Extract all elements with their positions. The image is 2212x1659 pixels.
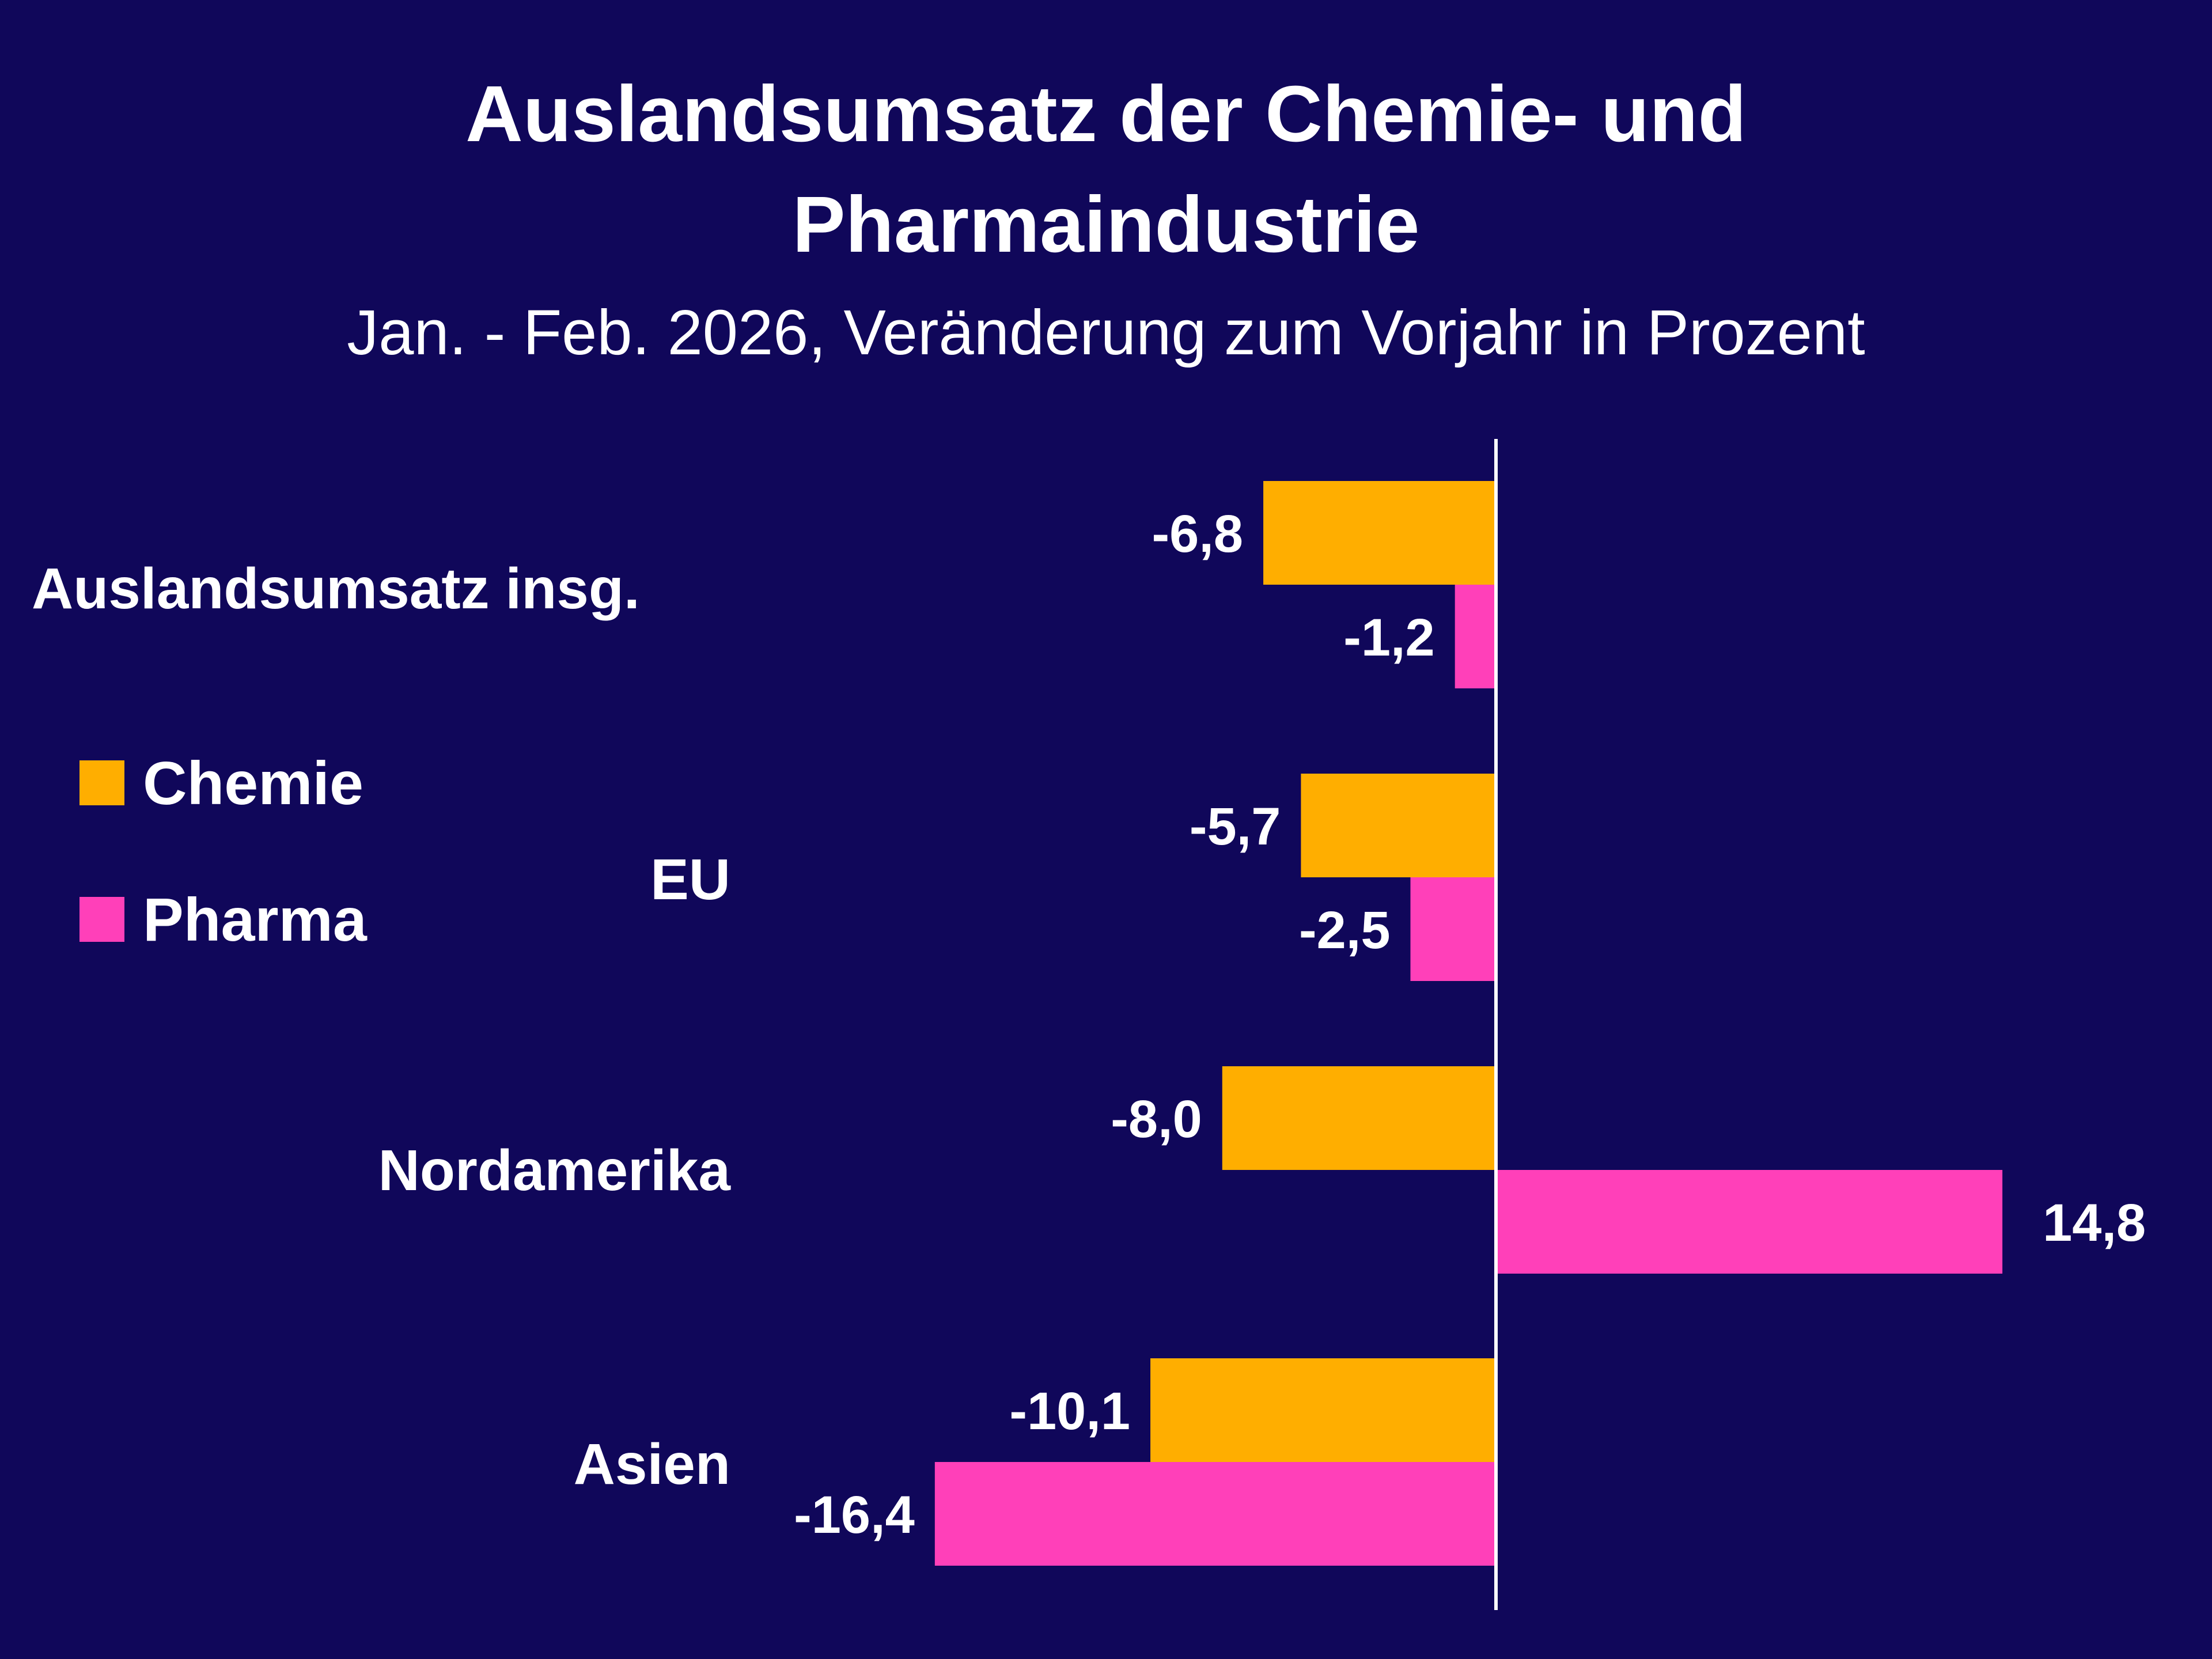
value-label-chemie-0: -6,8 [1152,505,1244,563]
bar-chemie-1 [1301,774,1496,877]
value-label-chemie-3: -10,1 [1009,1382,1130,1441]
value-label-chemie-1: -5,7 [1190,797,1281,856]
bars: -6,8 -1,2 -5,7 -2,5 -8,0 14,8 -10,1 -16,4 [794,481,2146,1566]
chart-subtitle: Jan. - Feb. 2026, Veränderung zum Vorjah… [347,297,1865,368]
category-label-0: Auslandsumsatz insg. [32,556,640,621]
bar-pharma-1 [1410,877,1496,981]
chart-title: Auslandsumsatz der Chemie- und Pharmaindu… [465,70,1747,269]
bar-pharma-0 [1455,585,1496,688]
category-label-1: EU [650,847,730,912]
bar-chemie-2 [1222,1066,1496,1170]
chart-title-line-1: Auslandsumsatz der Chemie- und [465,70,1747,158]
value-label-pharma-2: 14,8 [2043,1194,2146,1252]
bar-pharma-3 [934,1462,1496,1566]
category-label-2: Nordamerika [378,1138,732,1203]
bar-chemie-0 [1263,481,1496,585]
legend-swatch-pharma [79,897,124,942]
legend-swatch-chemie [79,760,124,805]
bar-pharma-2 [1496,1170,2003,1274]
value-label-chemie-2: -8,0 [1111,1090,1202,1149]
category-labels: Auslandsumsatz insg. EU Nordamerika Asien [32,556,731,1497]
value-label-pharma-0: -1,2 [1343,608,1435,667]
value-label-pharma-1: -2,5 [1299,901,1391,960]
category-label-3: Asien [574,1432,730,1497]
legend-label-chemie: Chemie [143,749,363,817]
legend: Chemie Pharma [79,749,368,954]
chart-title-line-2: Pharmaindustrie [793,180,1420,269]
value-label-pharma-3: -16,4 [794,1486,915,1544]
bar-chemie-3 [1150,1358,1496,1462]
legend-label-pharma: Pharma [143,886,368,954]
